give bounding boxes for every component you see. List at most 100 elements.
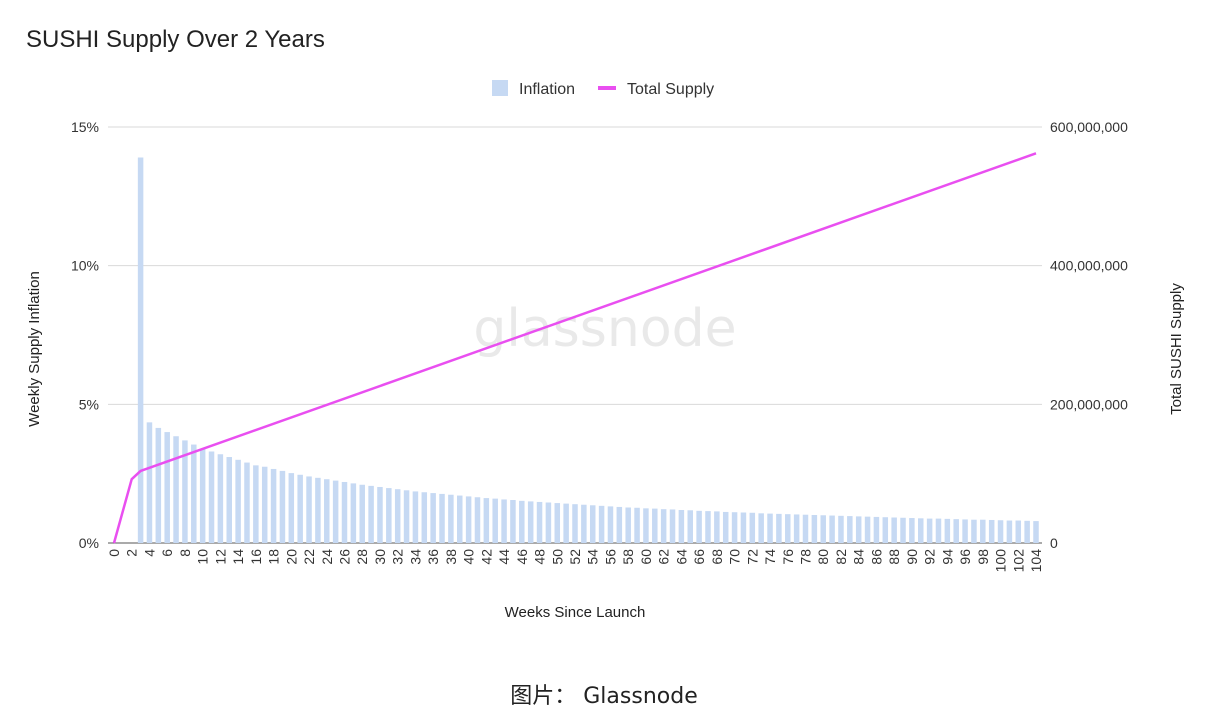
inflation-bar (261, 466, 268, 543)
inflation-bar (926, 518, 933, 543)
inflation-bar (173, 436, 179, 543)
inflation-bar (297, 474, 303, 543)
inflation-bar (501, 499, 507, 543)
inflation-bar (652, 508, 658, 543)
inflation-bar (918, 518, 924, 543)
x-tick-label: 44 (496, 549, 512, 565)
x-tick-label: 94 (939, 549, 955, 565)
x-tick-label: 102 (1010, 549, 1026, 573)
inflation-bar (315, 477, 321, 543)
inflation-bar (572, 504, 578, 543)
inflation-bar (244, 462, 250, 543)
inflation-bar (811, 514, 818, 543)
inflation-bar (722, 511, 729, 543)
x-tick-label: 60 (638, 549, 654, 565)
x-tick-label: 56 (602, 549, 618, 565)
y-right-tick-label: 200,000,000 (1050, 396, 1128, 412)
inflation-bar (483, 498, 490, 543)
inflation-bar (829, 515, 835, 543)
inflation-bar (873, 516, 880, 543)
x-tick-label: 68 (709, 549, 725, 565)
inflation-bar (705, 511, 711, 543)
x-tick-label: 54 (585, 549, 601, 565)
inflation-bar (660, 509, 667, 543)
inflation-bar (731, 512, 738, 543)
x-tick-label: 2 (124, 549, 140, 557)
x-tick-label: 84 (851, 549, 867, 565)
x-tick-label: 66 (691, 549, 707, 565)
inflation-bar (634, 507, 640, 543)
inflation-bar (785, 514, 791, 543)
x-tick-label: 20 (283, 549, 299, 565)
inflation-bar (394, 489, 401, 543)
inflation-bar (616, 506, 623, 543)
inflation-bar (643, 508, 649, 543)
inflation-bar (545, 502, 552, 543)
inflation-bar (687, 510, 693, 543)
x-tick-label: 50 (549, 549, 565, 565)
x-tick-label: 52 (567, 549, 583, 565)
inflation-bar (669, 509, 676, 543)
legend-swatch-total-supply (598, 86, 616, 90)
inflation-bar (155, 427, 162, 543)
inflation-bar (474, 497, 481, 543)
x-tick-label: 26 (337, 549, 353, 565)
x-tick-label: 100 (993, 549, 1009, 573)
x-tick-label: 88 (886, 549, 902, 565)
inflation-bar (146, 422, 153, 543)
inflation-bar (793, 514, 800, 543)
inflation-bar (953, 519, 959, 543)
x-tick-label: 32 (390, 549, 406, 565)
inflation-bar (980, 519, 986, 543)
inflation-bar (279, 470, 286, 543)
inflation-bar (1024, 520, 1030, 543)
inflation-bar (891, 517, 897, 543)
y-right-tick-label: 600,000,000 (1050, 119, 1128, 135)
inflation-bar (208, 451, 215, 543)
x-tick-label: 30 (372, 549, 388, 565)
inflation-bar (802, 514, 809, 543)
inflation-bar (253, 465, 259, 543)
y-left-tick-label: 5% (79, 396, 99, 412)
x-tick-label: 16 (248, 549, 264, 565)
inflation-bar (1006, 520, 1013, 543)
x-tick-label: 36 (425, 549, 441, 565)
x-tick-label: 38 (443, 549, 459, 565)
inflation-bar (492, 498, 498, 543)
inflation-bar (847, 516, 853, 543)
legend-label-total-supply: Total Supply (627, 81, 714, 98)
y-left-tick-label: 0% (79, 535, 99, 551)
x-tick-label: 8 (177, 549, 193, 557)
inflation-bar (988, 519, 995, 543)
x-tick-label: 4 (141, 549, 157, 557)
x-tick-label: 76 (780, 549, 796, 565)
inflation-bar (164, 432, 170, 543)
chart-title: SUSHI Supply Over 2 Years (26, 26, 325, 53)
x-tick-label: 28 (354, 549, 370, 565)
legend-swatch-inflation (492, 80, 508, 96)
chart: glassnode 0% 0 5% 200,000,000 10% 400,000,000… (26, 80, 1185, 621)
inflation-bar (288, 473, 295, 543)
inflation-bar (678, 509, 685, 543)
x-tick-label: 18 (266, 549, 282, 565)
x-tick-label: 98 (975, 549, 991, 565)
x-tick-label: 72 (744, 549, 760, 565)
y-right-axis-title: Total SUSHI Supply (1168, 283, 1185, 415)
inflation-bar (838, 515, 844, 543)
inflation-bar (855, 516, 862, 543)
inflation-bar (625, 507, 631, 543)
inflation-bar (465, 496, 472, 543)
inflation-bar (403, 490, 410, 543)
total-supply-line (112, 152, 1037, 544)
x-tick-label: 6 (159, 549, 175, 557)
watermark-text: glassnode (473, 299, 736, 359)
inflation-bar (527, 501, 534, 543)
x-tick-label: 92 (922, 549, 938, 565)
x-tick-label: 24 (319, 549, 335, 565)
x-tick-label: 10 (195, 549, 211, 565)
inflation-bar (519, 500, 525, 543)
inflation-bar (758, 513, 764, 543)
y-left-tick-label: 15% (71, 119, 99, 135)
inflation-bar (226, 457, 232, 543)
x-tick-label: 80 (815, 549, 831, 565)
